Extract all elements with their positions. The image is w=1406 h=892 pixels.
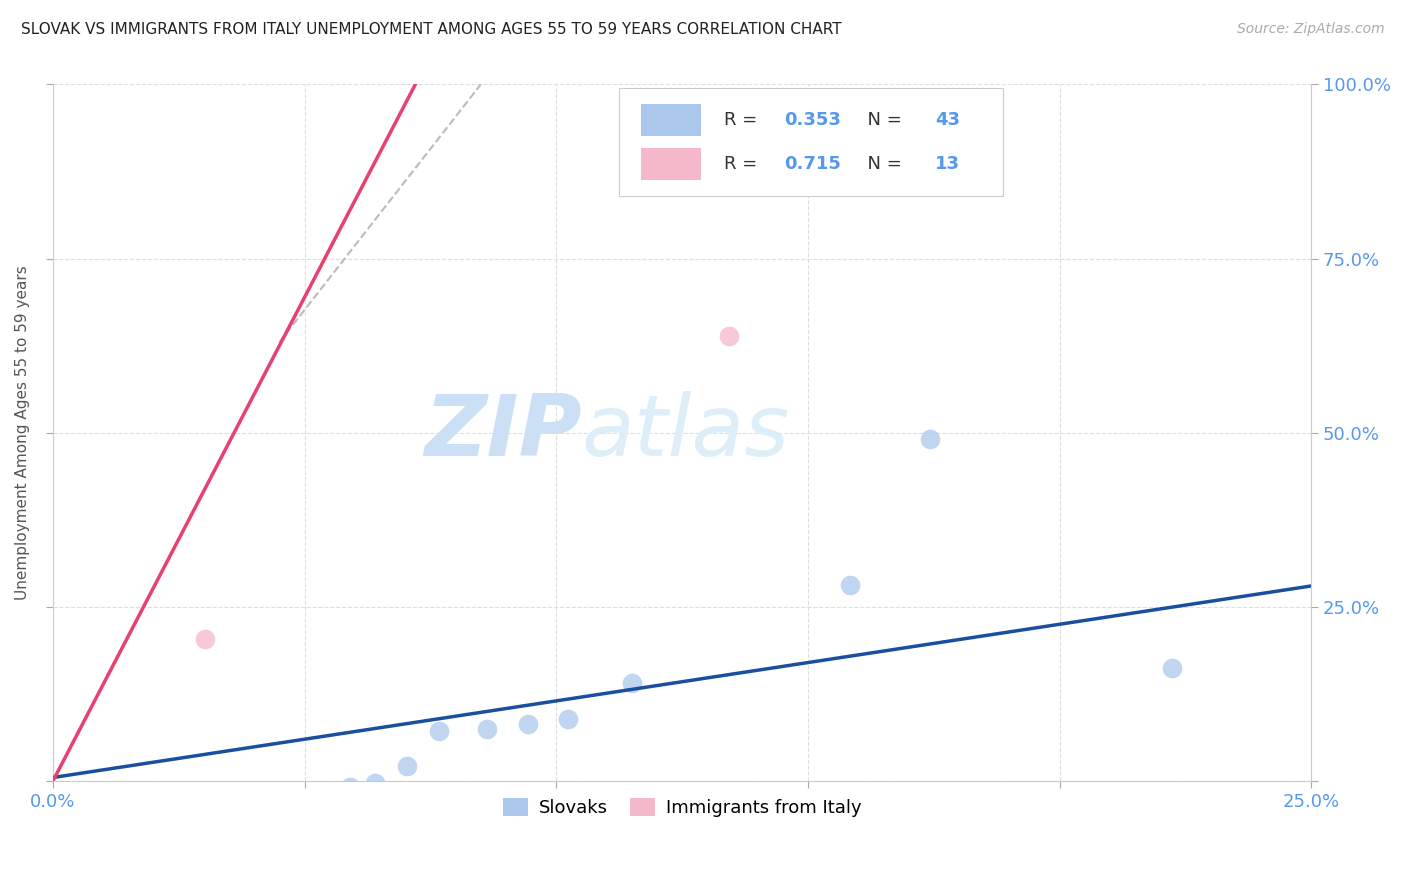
Text: N =: N =: [856, 111, 907, 128]
Point: [142, 761, 165, 775]
Point: [167, 749, 190, 764]
Point: [132, 760, 155, 774]
Point: [46, 760, 69, 774]
Text: 0.353: 0.353: [785, 111, 841, 128]
Point: [112, 764, 135, 778]
Point: [872, 634, 894, 648]
Point: [294, 652, 316, 666]
FancyBboxPatch shape: [641, 148, 702, 180]
Point: [91, 765, 114, 780]
Text: 43: 43: [935, 111, 960, 128]
Point: [224, 729, 246, 743]
Point: [52, 764, 75, 778]
Legend: Slovaks, Immigrants from Italy: Slovaks, Immigrants from Italy: [495, 790, 869, 824]
Point: [62, 764, 84, 778]
Text: N =: N =: [856, 155, 907, 173]
Point: [127, 764, 149, 778]
Point: [62, 767, 84, 781]
FancyBboxPatch shape: [619, 88, 1002, 196]
Point: [46, 764, 69, 778]
Point: [1199, 707, 1222, 722]
Point: [46, 764, 69, 778]
Point: [444, 91, 467, 105]
Point: [208, 736, 231, 750]
Text: R =: R =: [724, 155, 762, 173]
Point: [82, 767, 104, 781]
Point: [52, 767, 75, 781]
Point: [243, 704, 266, 718]
Point: [122, 761, 145, 775]
Text: R =: R =: [724, 111, 762, 128]
Point: [56, 761, 79, 775]
Point: [343, 638, 366, 652]
Point: [571, 237, 593, 252]
Point: [721, 565, 744, 579]
Point: [77, 764, 100, 778]
Point: [67, 761, 90, 775]
Text: Source: ZipAtlas.com: Source: ZipAtlas.com: [1237, 22, 1385, 37]
Point: [152, 758, 174, 772]
Point: [107, 765, 129, 780]
Text: SLOVAK VS IMMIGRANTS FROM ITALY UNEMPLOYMENT AMONG AGES 55 TO 59 YEARS CORRELATI: SLOVAK VS IMMIGRANTS FROM ITALY UNEMPLOY…: [21, 22, 842, 37]
Text: atlas: atlas: [582, 392, 789, 475]
Point: [56, 765, 79, 780]
Point: [77, 764, 100, 778]
Point: [319, 645, 342, 659]
Point: [91, 765, 114, 780]
Point: [72, 767, 94, 781]
Point: [263, 656, 285, 670]
Y-axis label: Unemployment Among Ages 55 to 59 years: Unemployment Among Ages 55 to 59 years: [15, 265, 30, 600]
Point: [62, 764, 84, 778]
Point: [97, 764, 120, 778]
Point: [56, 765, 79, 780]
Point: [42, 765, 65, 780]
Point: [72, 765, 94, 780]
Point: [52, 761, 75, 775]
Point: [103, 767, 125, 781]
Point: [193, 742, 215, 756]
Point: [67, 765, 90, 780]
Point: [520, 447, 543, 461]
Point: [82, 765, 104, 780]
Point: [319, 767, 342, 781]
Point: [117, 523, 139, 537]
FancyBboxPatch shape: [641, 103, 702, 136]
Point: [42, 767, 65, 781]
Point: [117, 765, 139, 780]
Text: ZIP: ZIP: [423, 392, 582, 475]
Point: [384, 586, 406, 600]
Text: 0.715: 0.715: [785, 155, 841, 173]
Point: [52, 767, 75, 781]
Text: 13: 13: [935, 155, 960, 173]
Point: [87, 767, 110, 781]
Point: [67, 767, 90, 781]
Point: [183, 746, 205, 760]
